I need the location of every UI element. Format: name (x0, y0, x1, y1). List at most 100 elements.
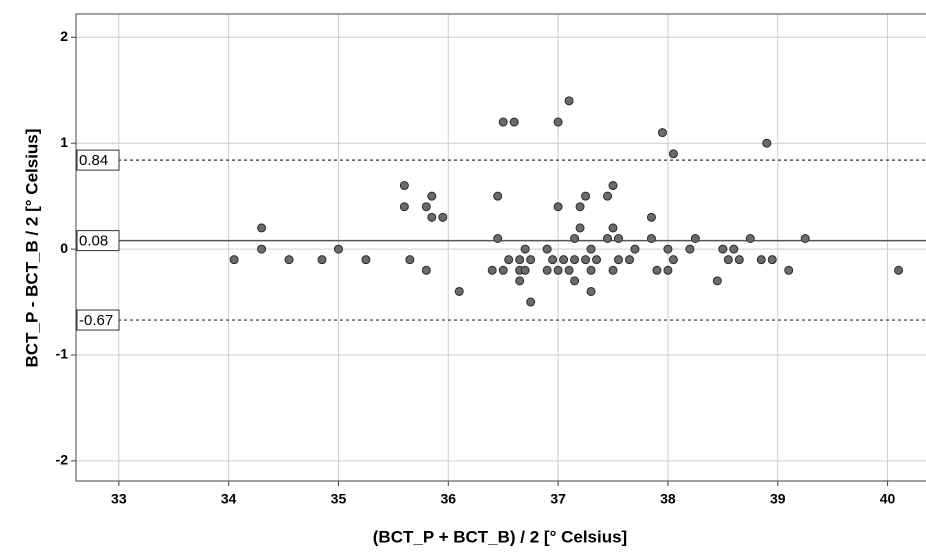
point (559, 255, 569, 265)
point (586, 265, 596, 275)
point (570, 233, 580, 243)
y-tick-label: 1 (60, 134, 68, 150)
point (657, 128, 667, 138)
point (526, 255, 536, 265)
point (756, 255, 766, 265)
x-tick-label: 38 (660, 491, 676, 507)
y-tick-label: -2 (56, 452, 69, 468)
point (685, 244, 695, 254)
point (712, 276, 722, 286)
point (894, 265, 904, 275)
point (614, 233, 624, 243)
point (663, 265, 673, 275)
point (509, 117, 519, 127)
point (575, 202, 585, 212)
point (317, 255, 327, 265)
point (570, 255, 580, 265)
reference-label-box (76, 309, 120, 331)
point (498, 117, 508, 127)
x-tick-label: 33 (111, 491, 127, 507)
point (608, 223, 618, 233)
reference-label-box (76, 149, 120, 171)
point (646, 212, 656, 222)
point (493, 191, 503, 201)
point (564, 265, 574, 275)
point (586, 244, 596, 254)
point (553, 265, 563, 275)
point (438, 212, 448, 222)
point (284, 255, 294, 265)
point (542, 265, 552, 275)
point (784, 265, 794, 275)
point (548, 255, 558, 265)
x-tick-label: 35 (331, 491, 347, 507)
point (399, 181, 409, 191)
point (663, 244, 673, 254)
point (690, 233, 700, 243)
point (800, 233, 810, 243)
point (526, 297, 536, 307)
point (586, 286, 596, 296)
x-axis-title: (BCT_P + BCT_B) / 2 [° Celsius] (373, 527, 627, 546)
point (614, 255, 624, 265)
point (427, 212, 437, 222)
y-axis-title: BCT_P - BCT_B / 2 [° Celsius] (22, 129, 41, 368)
point (405, 255, 415, 265)
point (570, 276, 580, 286)
point (668, 255, 678, 265)
point (257, 244, 267, 254)
point (520, 265, 530, 275)
reference-label: 0.08 (79, 233, 108, 250)
reference-label: 0.84 (79, 152, 108, 169)
point (515, 276, 525, 286)
point (729, 244, 739, 254)
point (493, 233, 503, 243)
y-tick-label: 0 (60, 240, 68, 256)
point (421, 202, 431, 212)
point (762, 138, 772, 148)
point (520, 244, 530, 254)
x-tick-label: 40 (880, 491, 896, 507)
point (421, 265, 431, 275)
reference-label-box (76, 230, 120, 252)
point (564, 96, 574, 106)
y-tick-label: -1 (56, 346, 69, 362)
point (668, 149, 678, 159)
point (454, 286, 464, 296)
point (542, 244, 552, 254)
point (399, 202, 409, 212)
point (646, 233, 656, 243)
point (575, 223, 585, 233)
point (745, 233, 755, 243)
point (515, 255, 525, 265)
point (504, 255, 514, 265)
y-tick-label: 2 (60, 28, 68, 44)
point (603, 191, 613, 201)
x-tick-label: 37 (550, 491, 566, 507)
point (553, 117, 563, 127)
point (229, 255, 239, 265)
point (592, 255, 602, 265)
plot-frame (75, 13, 926, 482)
point (487, 265, 497, 275)
point (652, 265, 662, 275)
point (553, 202, 563, 212)
point (624, 255, 634, 265)
point (498, 265, 508, 275)
point (718, 244, 728, 254)
point (734, 255, 744, 265)
point (608, 181, 618, 191)
x-tick-label: 39 (770, 491, 786, 507)
point (630, 244, 640, 254)
point (257, 223, 267, 233)
point (767, 255, 777, 265)
point (603, 233, 613, 243)
point (333, 244, 343, 254)
point (581, 191, 591, 201)
reference-label: -0.67 (79, 312, 113, 329)
point (427, 191, 437, 201)
point (361, 255, 371, 265)
x-tick-label: 34 (221, 491, 237, 507)
point (723, 255, 733, 265)
